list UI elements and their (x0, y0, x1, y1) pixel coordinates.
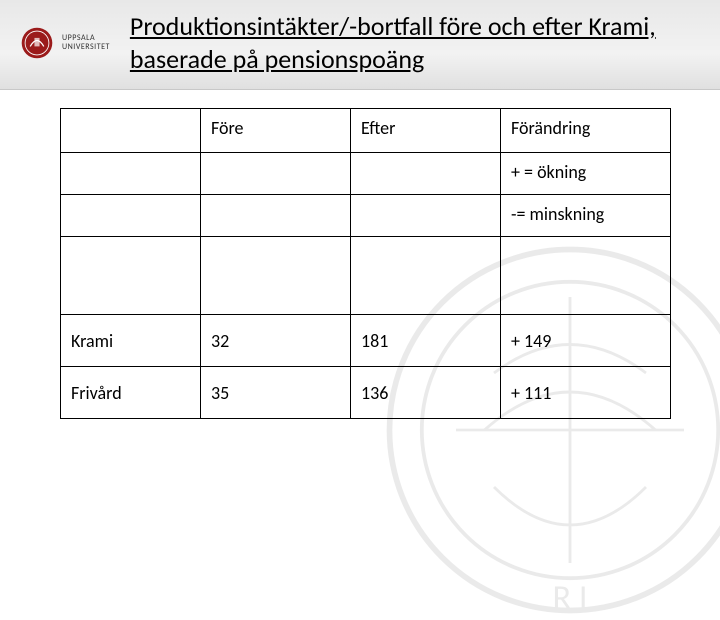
spacer-3 (351, 237, 501, 315)
row-efter: 136 (351, 367, 501, 419)
header-empty (61, 109, 201, 153)
header-fore: Före (201, 109, 351, 153)
sub1-empty1 (61, 153, 201, 195)
spacer-4 (501, 237, 671, 315)
row-label: Krami (61, 315, 201, 367)
table-row: Frivård 35 136 + 111 (61, 367, 671, 419)
svg-text:R I: R I (553, 577, 588, 619)
data-table: Före Efter Förändring + = ökning -= mins… (60, 108, 671, 419)
university-name-line2: UNIVERSITET (62, 43, 110, 52)
sub2-empty3 (351, 195, 501, 237)
header-forandring: Förändring (501, 109, 671, 153)
row-forandring: + 149 (501, 315, 671, 367)
sub2-empty2 (201, 195, 351, 237)
university-logo-block: UPPSALA UNIVERSITET (20, 26, 110, 60)
header-efter: Efter (351, 109, 501, 153)
row-fore: 32 (201, 315, 351, 367)
row-fore: 35 (201, 367, 351, 419)
spacer-2 (201, 237, 351, 315)
row-efter: 181 (351, 315, 501, 367)
sub1-text: + = ökning (501, 153, 671, 195)
table-spacer-row (61, 237, 671, 315)
row-forandring: + 111 (501, 367, 671, 419)
sub2-empty1 (61, 195, 201, 237)
university-name: UPPSALA UNIVERSITET (62, 34, 110, 52)
slide-content: Före Efter Förändring + = ökning -= mins… (0, 90, 720, 419)
university-seal-icon (20, 26, 54, 60)
spacer-1 (61, 237, 201, 315)
table-sub-row-2: -= minskning (61, 195, 671, 237)
table-sub-row-1: + = ökning (61, 153, 671, 195)
slide-title: Produktionsintäkter/-bortfall före och e… (130, 10, 700, 75)
table-header-row: Före Efter Förändring (61, 109, 671, 153)
table-row: Krami 32 181 + 149 (61, 315, 671, 367)
sub2-text: -= minskning (501, 195, 671, 237)
row-label: Frivård (61, 367, 201, 419)
sub1-empty3 (351, 153, 501, 195)
slide-header: UPPSALA UNIVERSITET Produktionsintäkter/… (0, 0, 720, 90)
sub1-empty2 (201, 153, 351, 195)
